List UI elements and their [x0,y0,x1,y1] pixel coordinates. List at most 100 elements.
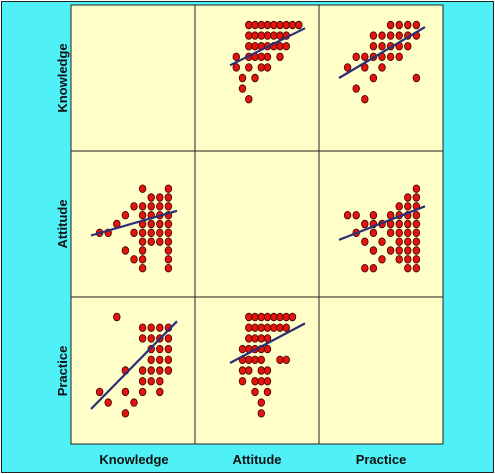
data-point [404,255,412,264]
data-point [412,210,421,220]
data-point [369,228,378,237]
fit-line [338,205,426,241]
data-point [164,219,173,229]
data-point [156,202,164,211]
fit-line [90,320,178,410]
data-point [263,20,272,30]
data-point [164,255,173,264]
scatter-knowledge-vs-attitude [229,20,306,104]
data-point [361,94,369,104]
panel-knowledge-vs-knowledge [70,4,196,152]
data-point [276,323,284,332]
data-point [412,264,421,273]
data-point [369,73,378,83]
data-point [276,20,284,30]
data-point [147,228,155,237]
data-point [156,387,164,397]
data-point [263,344,272,354]
data-point [156,193,164,202]
row-label-practice: Practice [55,346,70,397]
scatter-practice-vs-attitude [229,312,306,418]
data-point [257,31,265,40]
data-point [238,84,247,93]
data-point [395,228,403,237]
data-point [147,334,155,343]
data-point [386,52,395,61]
data-point [288,20,297,30]
data-point [251,312,259,322]
data-point [138,387,147,397]
data-point [282,20,290,30]
data-point [164,264,173,273]
data-point [276,355,284,364]
data-point [156,237,164,246]
data-point [369,210,378,220]
data-point [395,52,403,61]
data-point [245,94,253,104]
data-point [412,237,421,246]
data-point [156,219,164,229]
data-point [251,334,259,343]
data-point [257,52,265,61]
data-point [257,63,265,72]
data-point [257,366,265,375]
data-point [395,202,403,211]
data-point [395,219,403,229]
scatter-practice-vs-knowledge [90,312,178,418]
data-point [245,20,253,30]
data-point [361,237,369,246]
data-point [395,20,403,30]
data-point [138,210,147,220]
data-point [263,52,272,61]
data-point [156,344,164,354]
data-point [263,323,272,332]
data-point [164,202,173,211]
data-point [404,237,412,246]
data-point [104,398,112,407]
data-point [361,219,369,229]
data-point [282,355,290,364]
data-point [164,355,173,364]
panel-attitude-vs-attitude [194,150,320,298]
data-point [404,193,412,202]
data-point [404,264,412,273]
data-point [412,193,421,202]
data-point [263,63,272,72]
data-point [147,377,155,386]
data-point [386,20,395,30]
data-point [282,42,290,51]
data-point [138,334,147,343]
scatter-attitude-vs-practice [338,184,426,273]
data-point [369,246,378,255]
data-point [113,312,121,322]
data-point [245,312,253,322]
data-point [245,366,253,375]
data-point [232,63,240,72]
data-point [282,323,290,332]
data-point [378,31,386,40]
panel-practice-vs-knowledge [70,296,196,445]
data-point [251,323,259,332]
data-point [164,193,173,202]
data-point [257,323,265,332]
data-point [251,20,259,30]
data-point [412,255,421,264]
fit-line [338,26,426,79]
data-point [257,312,265,322]
data-point [245,355,253,364]
data-point [386,228,395,237]
data-point [245,63,253,72]
data-point [251,42,259,51]
data-point [270,20,278,30]
data-point [138,237,147,246]
data-point [412,184,421,193]
data-point [257,409,265,418]
data-point [138,377,147,386]
data-point [257,355,265,364]
data-point [343,210,352,220]
data-point [147,219,155,229]
panel-marks [90,20,426,418]
panel-practice-vs-practice [318,296,444,445]
data-point [238,366,247,375]
data-point [369,264,378,273]
